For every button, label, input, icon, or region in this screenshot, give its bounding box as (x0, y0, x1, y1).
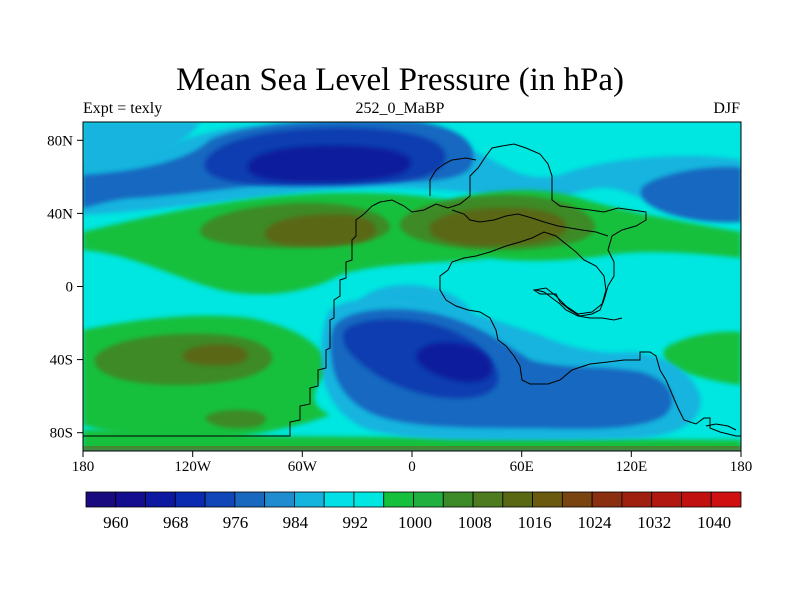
x-tick-label: 0 (408, 459, 416, 475)
colorbar-swatch (174, 491, 206, 508)
colorbar-swatch (353, 491, 385, 508)
colorbar-swatch (561, 491, 593, 508)
x-tick-label: 120E (615, 459, 647, 475)
colorbar-swatch (502, 491, 533, 508)
experiment-label: Expt = texly (83, 100, 163, 117)
colorbar-swatch (204, 491, 236, 508)
x-tick-label: 60W (288, 459, 318, 475)
colorbar-swatch (383, 491, 414, 508)
x-axis-labels: 180 120W 60W 0 60E 120E 180 (72, 459, 753, 475)
south-brown-left (182, 344, 248, 366)
axis-tick-marks (77, 139, 742, 457)
inner-coast-outline (451, 209, 609, 237)
colorbar-swatch (710, 491, 742, 508)
colorbar-label: 1000 (398, 513, 432, 532)
colorbar-swatch (145, 491, 176, 508)
colorbar-label: 1024 (578, 513, 613, 532)
colorbar (85, 491, 742, 508)
colorbar-swatch (115, 491, 146, 508)
north-left-pocket (83, 122, 200, 172)
colorbar-swatch (413, 491, 444, 508)
north-brown-left (264, 214, 377, 246)
south-low-core (416, 342, 492, 382)
colorbar-swatch (651, 491, 682, 508)
colorbar-label: 1032 (637, 513, 671, 532)
northern-landmass-outline (429, 157, 477, 196)
colorbar-swatch (294, 491, 325, 508)
colorbar-swatch (323, 491, 355, 508)
x-tick-label: 180 (730, 459, 753, 475)
season-label: DJF (713, 100, 740, 117)
colorbar-label: 960 (103, 513, 129, 532)
colorbar-swatch (264, 491, 295, 508)
southeast-island-outline (705, 423, 737, 431)
pressure-field (83, 122, 741, 451)
colorbar-label: 992 (342, 513, 368, 532)
colorbar-swatch (472, 491, 504, 508)
colorbar-label: 1008 (458, 513, 492, 532)
colorbar-swatch (591, 491, 623, 508)
south-green-low (83, 429, 741, 451)
y-axis-labels: 80N 40N 0 40S 80S (47, 133, 73, 441)
colorbar-swatch (621, 491, 653, 508)
y-tick-label: 80S (50, 426, 73, 442)
y-tick-label: 80N (47, 133, 73, 149)
coastlines (83, 143, 741, 437)
north-brown-right (429, 207, 567, 246)
colorbar-label: 1040 (697, 513, 731, 532)
y-tick-label: 0 (66, 280, 74, 296)
colorbar-label: 968 (163, 513, 189, 532)
colorbar-swatch (442, 491, 474, 508)
x-tick-label: 120W (174, 459, 212, 475)
south-green-right (663, 331, 741, 385)
time-period-label: 252_0_MaBP (355, 100, 445, 117)
south-olive-small (205, 410, 266, 429)
page-title: Mean Sea Level Pressure (in hPa) (175, 62, 625, 98)
east-inlet-outline (535, 289, 623, 321)
colorbar-swatch (681, 491, 712, 508)
x-tick-label: 180 (72, 459, 95, 475)
colorbar-label: 1016 (518, 513, 552, 532)
north-low-core (247, 145, 411, 182)
colorbar-swatch (85, 491, 117, 508)
colorbar-label: 976 (223, 513, 249, 532)
colorbar-swatch (532, 491, 563, 508)
y-tick-label: 40S (50, 353, 73, 369)
colorbar-swatch (234, 491, 266, 508)
polar-high-edge (83, 446, 741, 451)
x-tick-label: 60E (510, 459, 534, 475)
colorbar-labels: 960 968 976 984 992 1000 1008 1016 1024 … (103, 513, 731, 532)
y-tick-label: 40N (47, 206, 73, 222)
northeast-blue (640, 167, 741, 223)
colorbar-label: 984 (283, 513, 309, 532)
